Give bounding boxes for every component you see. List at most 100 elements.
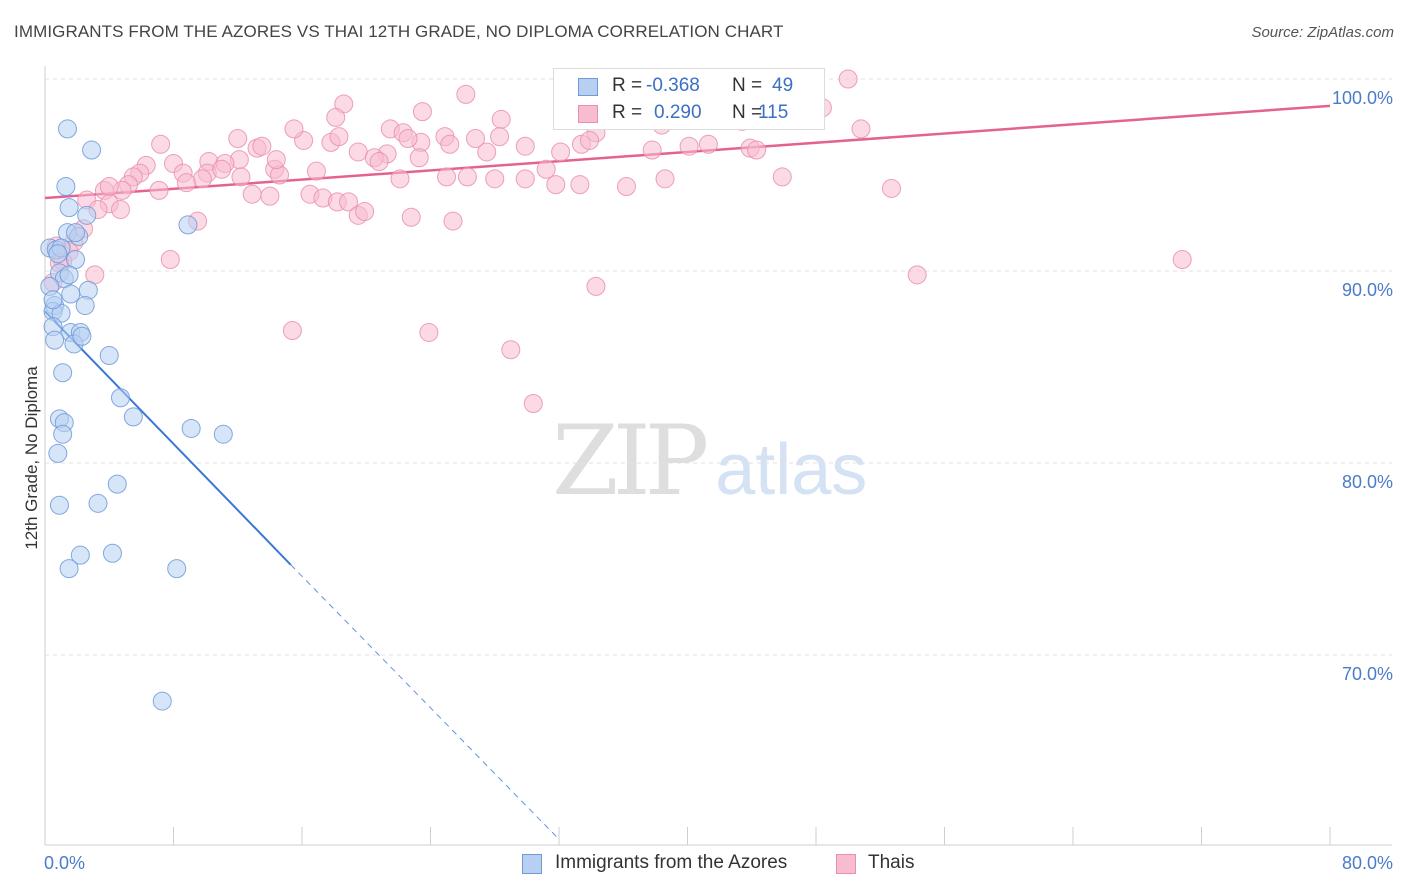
azores-legend-label: Immigrants from the Azores — [555, 852, 788, 873]
thais-point — [456, 84, 476, 104]
azores-point — [99, 345, 119, 365]
thais-point — [698, 134, 718, 154]
thais-point — [457, 167, 477, 187]
thais-point — [231, 167, 251, 187]
thais-point — [260, 186, 280, 206]
n-label: N = — [732, 75, 763, 96]
thais-point — [369, 152, 389, 172]
thais-point — [266, 150, 286, 170]
y-tick-label: 100.0% — [1332, 88, 1393, 108]
r-value: -0.368 — [646, 75, 700, 96]
r-label: R = — [612, 75, 643, 96]
thais-point — [398, 129, 418, 149]
thais-point — [228, 129, 248, 149]
azores-legend-swatch — [522, 854, 542, 874]
trend-layer — [44, 104, 1331, 840]
azores-trend-line — [44, 310, 292, 566]
thais-point — [477, 142, 497, 162]
thais-point — [151, 134, 171, 154]
azores-point — [48, 443, 68, 463]
azores-point — [77, 205, 97, 225]
azores-point — [123, 407, 143, 427]
thais-point — [851, 119, 871, 139]
thais-point — [536, 159, 556, 179]
watermark-atlas: atlas — [715, 430, 868, 510]
azores-point — [88, 493, 108, 513]
source-credit: Source: ZipAtlas.com — [1251, 24, 1394, 41]
n-value: 49 — [772, 75, 794, 96]
watermark: ZIP atlas — [552, 405, 867, 517]
thais-swatch — [578, 105, 598, 123]
thais-point — [348, 142, 368, 162]
thais-point — [616, 177, 636, 197]
chart-title: IMMIGRANTS FROM THE AZORES VS THAI 12TH … — [14, 22, 784, 41]
r-value: 0.290 — [654, 102, 702, 123]
azores-trend-extension — [290, 564, 560, 840]
thais-point — [110, 200, 130, 220]
thais-point — [329, 127, 349, 147]
azores-point — [72, 326, 92, 346]
azores-point — [43, 290, 63, 310]
azores-point — [56, 177, 76, 197]
thais-point — [523, 393, 543, 413]
thais-legend-swatch — [836, 854, 856, 874]
thais-point — [437, 167, 457, 187]
azores-point — [49, 495, 69, 515]
azores-point — [53, 424, 73, 444]
thais-point — [515, 136, 535, 156]
thais-point — [485, 169, 505, 189]
thais-point — [284, 119, 304, 139]
azores-point — [75, 296, 95, 316]
r-label: R = — [612, 102, 643, 123]
azores-point — [45, 330, 65, 350]
thais-point — [282, 321, 302, 341]
azores-point — [82, 140, 102, 160]
thais-point — [339, 192, 359, 212]
thais-point — [642, 140, 662, 160]
n-label: N = — [732, 102, 763, 123]
thais-point — [679, 136, 699, 156]
azores-point — [48, 244, 68, 264]
azores-point — [178, 215, 198, 235]
points-layer — [40, 69, 1192, 711]
y-axis-label: 12th Grade, No Diploma — [22, 366, 41, 550]
thais-point — [546, 175, 566, 195]
thais-point — [443, 211, 463, 231]
azores-point — [53, 363, 73, 383]
thais-point — [515, 169, 535, 189]
y-tick-label: 80.0% — [1342, 472, 1393, 492]
thais-point — [1172, 249, 1192, 269]
watermark-zip: ZIP — [552, 405, 709, 517]
thais-point — [212, 159, 232, 179]
azores-point — [59, 559, 79, 579]
thais-point — [501, 340, 521, 360]
azores-point — [102, 543, 122, 563]
thais-point — [409, 148, 429, 168]
x-tick-label-max: 80.0% — [1342, 853, 1393, 873]
thais-point — [551, 142, 571, 162]
thais-point — [355, 201, 375, 221]
thais-point — [270, 165, 290, 185]
thais-point — [419, 322, 439, 342]
thais-point — [149, 180, 169, 200]
thais-point — [772, 167, 792, 187]
thais-point — [306, 161, 326, 181]
azores-point — [61, 284, 81, 304]
azores-point — [167, 559, 187, 579]
azores-point — [213, 424, 233, 444]
azores-point — [107, 474, 127, 494]
grid-layer — [45, 78, 1392, 656]
azores-point — [59, 198, 79, 218]
thais-point — [655, 169, 675, 189]
axis-layer: 100.0% 90.0% 80.0% 70.0% 0.0% 80.0% — [44, 66, 1393, 873]
azores-point — [152, 691, 172, 711]
thais-point — [401, 207, 421, 227]
thais-point — [907, 265, 927, 285]
azores-point — [110, 388, 130, 408]
thais-point — [160, 249, 180, 269]
thais-point — [838, 69, 858, 89]
thais-point — [176, 173, 196, 193]
thais-point — [412, 102, 432, 122]
y-tick-label: 70.0% — [1342, 664, 1393, 684]
thais-point — [747, 140, 767, 160]
